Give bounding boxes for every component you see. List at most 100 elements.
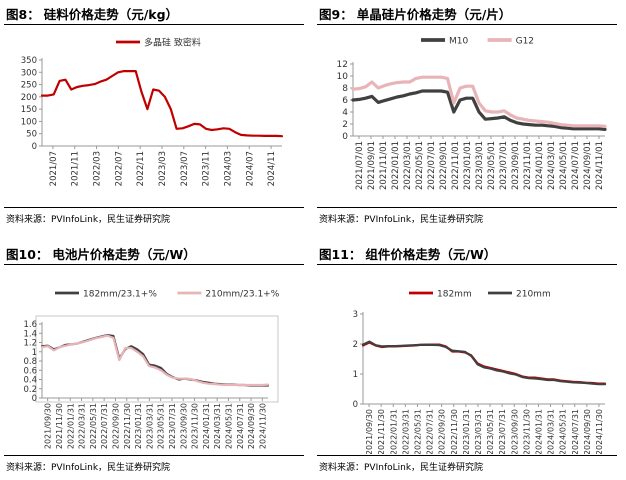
x-tick-label: 2022/11 — [136, 151, 146, 186]
x-tick-label: 2022/09/30 — [111, 403, 120, 449]
cell-price-chart: 00.20.40.60.811.21.41.6 2021/09/30 2021/11… — [23, 290, 279, 450]
y-tick-label: 8 — [342, 84, 348, 94]
y-tick-label: 0.4 — [23, 376, 37, 386]
x-tick-label: 2022/03/31 — [401, 409, 410, 454]
x-tick-label: 2024/09/01 — [583, 141, 593, 190]
y-tick-label: 0.8 — [23, 357, 37, 367]
x-tick-label: 2024/03/31 — [547, 409, 556, 454]
source-rule — [4, 207, 304, 208]
y-tick-label: 4 — [342, 108, 348, 118]
series-line-0 — [361, 341, 607, 385]
legend-label: 182mm/23.1+% — [83, 290, 157, 300]
y-tick-label: 10 — [337, 72, 349, 82]
y-tick-label: 1 — [353, 370, 358, 380]
title-text: 组件价格走势（元/W） — [365, 247, 497, 262]
x-tick-label: 2023/09/30 — [179, 403, 188, 449]
x-tick-label: 2022/03/01 — [403, 141, 413, 190]
x-tick-label: 2023/07 — [180, 151, 190, 186]
panel-wafer: 图9： 单晶硅片价格走势（元/片） 0 2 4 6 8 10 12 2021/07/01 2021… — [313, 0, 626, 240]
x-tick-label: 2023/05/31 — [486, 409, 495, 454]
y-tick-label: 0 — [342, 132, 348, 142]
x-tick-label: 2024/11 — [267, 151, 277, 186]
x-tick-label: 2023/03/01 — [475, 141, 485, 190]
legend-label: G12 — [516, 37, 534, 47]
y-tick-label: 2 — [342, 120, 348, 130]
x-tick-label: 2021/07/01 — [355, 141, 365, 190]
y-tick-label: 150 — [21, 105, 37, 115]
x-tick-label: 2021/11/01 — [379, 141, 389, 190]
legend-label: 182mm — [437, 290, 472, 300]
panel-module: 图11： 组件价格走势（元/W） 0 1 2 3 2021/09/30 2021/11/30… — [313, 240, 626, 480]
x-tick-label: 2021/09/01 — [367, 141, 377, 190]
x-tick-label: 2021/09/30 — [44, 403, 53, 449]
x-tick-label: 2023/01/01 — [463, 141, 473, 190]
x-tick-label: 2023/07/01 — [499, 141, 509, 190]
x-tick-label: 2022/01/31 — [66, 403, 75, 449]
x-tick-label: 2022/05/01 — [415, 141, 425, 190]
x-tick-label: 2023/03 — [158, 151, 168, 186]
x-tick-label: 2023/11/30 — [191, 403, 200, 449]
x-tick-label: 2022/03/31 — [78, 403, 87, 449]
figure-label: 图10： — [6, 247, 49, 262]
y-tick-label: 0.6 — [23, 366, 37, 376]
x-tick-label: 2023/11/30 — [522, 409, 531, 454]
y-tick-label: 6 — [342, 96, 348, 106]
x-tick-label: 2021/09/30 — [365, 409, 374, 454]
title-rule — [317, 264, 617, 265]
y-tick-label: 300 — [21, 68, 37, 78]
series-line-1 — [40, 334, 270, 387]
x-tick-label: 2023/11/01 — [523, 141, 533, 190]
y-tick-label: 1.2 — [23, 339, 37, 349]
x-tick-label: 2022/09/01 — [439, 141, 449, 190]
source-rule — [4, 455, 304, 456]
x-tick-label: 2023/09/30 — [510, 409, 519, 454]
x-tick-label: 2022/07 — [114, 151, 124, 186]
panel-title: 图9： 单晶硅片价格走势（元/片） — [319, 4, 511, 23]
x-tick-label: 2024/11/01 — [595, 141, 605, 190]
x-tick-label: 2024/03/31 — [213, 403, 222, 449]
x-tick-label: 2023/01/31 — [462, 409, 471, 454]
x-tick-label: 2022/05/31 — [413, 409, 422, 454]
y-tick-label: 2 — [353, 340, 358, 350]
figure-label: 图11： — [319, 247, 362, 262]
y-tick-label: 100 — [21, 117, 37, 127]
title-rule — [4, 24, 304, 25]
x-tick-label: 2024/09/30 — [247, 403, 256, 449]
x-tick-label: 2023/11 — [202, 151, 212, 186]
title-text: 电池片价格走势（元/W） — [52, 247, 196, 262]
x-tick-label: 2023/05/01 — [487, 141, 497, 190]
title-text: 单晶硅片价格走势（元/片） — [356, 7, 512, 22]
panel-title: 图11： 组件价格走势（元/W） — [319, 244, 496, 263]
x-tick-label: 2024/11/30 — [595, 409, 604, 454]
polysilicon-price-chart: 0 50 100 150 200 250 300 350 2021/07 2021/11 2022/… — [21, 37, 284, 186]
y-tick-label: 12 — [337, 60, 348, 70]
y-tick-label: 1.6 — [23, 320, 37, 330]
x-tick-label: 2022/07/01 — [427, 141, 437, 190]
source-rule — [317, 455, 617, 456]
x-tick-label: 2024/01/01 — [535, 141, 545, 190]
figure-label: 图8： — [6, 7, 40, 22]
x-tick-label: 2021/11/30 — [55, 403, 64, 449]
x-tick-label: 2023/07/31 — [498, 409, 507, 454]
y-tick-label: 0 — [32, 394, 37, 404]
x-tick-label: 2021/07 — [49, 151, 59, 186]
x-tick-label: 2024/01/31 — [202, 403, 211, 449]
y-tick-label: 200 — [21, 93, 37, 103]
x-tick-label: 2024/03 — [223, 151, 233, 186]
x-tick-label: 2023/09/01 — [511, 141, 521, 190]
x-tick-label: 2024/07/31 — [236, 403, 245, 449]
title-text: 硅料价格走势（元/kg） — [43, 7, 179, 22]
series-line-0 — [351, 89, 607, 132]
y-tick-label: 50 — [26, 130, 37, 140]
source-note: 资料来源：PVInfoLink，民生证券研究院 — [319, 215, 484, 225]
x-tick-label: 2021/11/30 — [377, 409, 386, 454]
title-rule — [317, 24, 617, 25]
series-line-1 — [351, 75, 607, 129]
y-tick-label: 3 — [353, 310, 358, 320]
x-tick-label: 2022/11/01 — [451, 141, 461, 190]
source-note: 资料来源：PVInfoLink，民生证券研究院 — [6, 463, 171, 473]
legend-label: 多晶硅 致密料 — [144, 37, 201, 49]
y-tick-label: 0.2 — [23, 385, 37, 395]
x-tick-label: 2022/11/30 — [123, 403, 132, 449]
x-tick-label: 2024/07/01 — [571, 141, 581, 190]
